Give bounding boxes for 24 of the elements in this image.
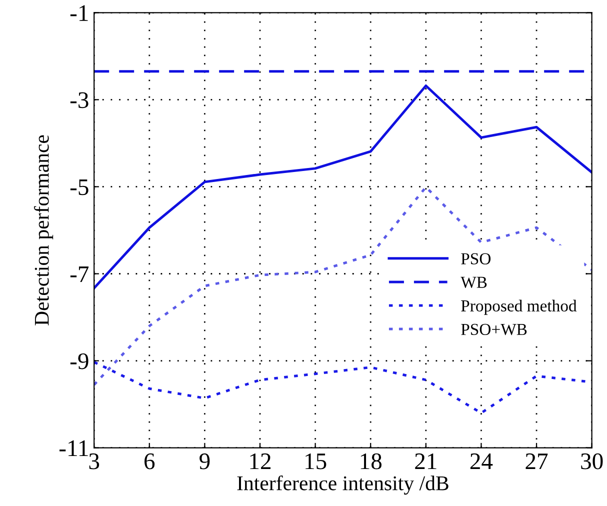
x-tick-label: 15 [306, 453, 326, 470]
y-tick-label: -7 [70, 266, 89, 282]
legend-label: Proposed method [461, 300, 577, 315]
y-tick-label: -1 [70, 5, 88, 21]
y-tick-label: -11 [60, 440, 88, 456]
x-tick-label: 24 [470, 453, 493, 470]
x-tick-label: 27 [526, 453, 548, 470]
line-series [94, 84, 592, 290]
legend-label: WB [460, 276, 487, 288]
x-tick-label: 30 [581, 453, 603, 470]
legend-label: PSO [461, 253, 491, 264]
x-tick-label: 12 [250, 453, 270, 470]
x-tick-label: 3 [89, 453, 100, 470]
y-axis-title: Detection performance [34, 135, 54, 326]
x-tick-label: 9 [200, 453, 210, 470]
y-tick-label: -3 [70, 92, 88, 108]
legend-label: PSO+WB [461, 324, 527, 336]
x-axis-title: Interference intensity /dB [237, 475, 448, 495]
y-tick-label: -5 [70, 179, 88, 196]
x-tick-label: 18 [360, 453, 382, 470]
x-tick-label: 21 [415, 453, 436, 470]
line-series [94, 186, 592, 386]
y-tick-label: -9 [70, 353, 88, 370]
x-tick-label: 6 [144, 453, 155, 470]
